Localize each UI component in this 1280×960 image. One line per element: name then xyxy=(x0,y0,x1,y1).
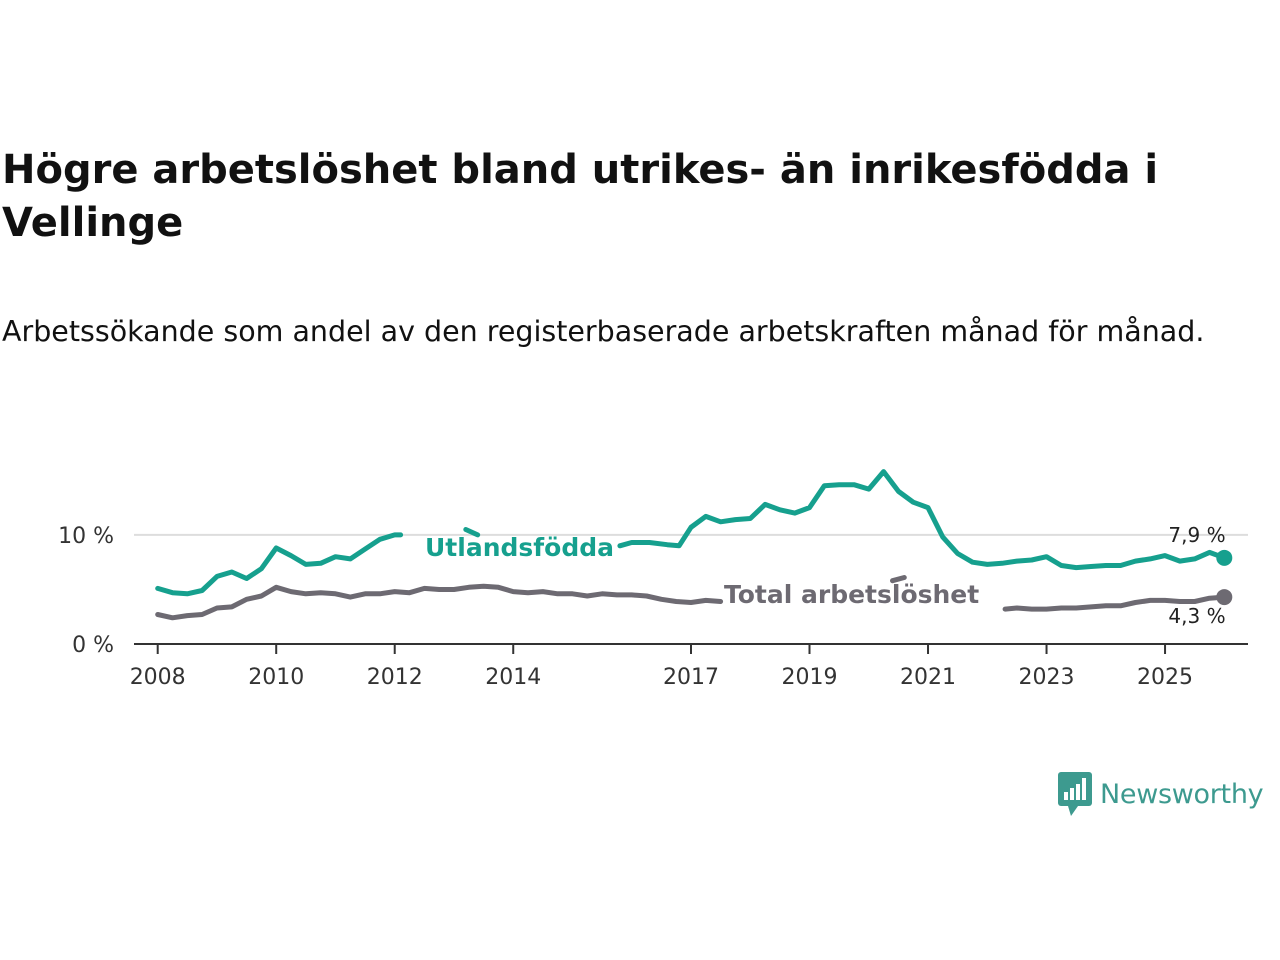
series-line-1-seg-2 xyxy=(1002,594,1227,612)
chart-subtitle: Arbetssökande som andel av den registerb… xyxy=(2,315,1205,348)
newsworthy-logo-icon xyxy=(1058,772,1092,816)
brand-name: Newsworthy xyxy=(1100,778,1264,810)
x-tick-label: 2012 xyxy=(367,665,423,690)
y-tick-label: 10 % xyxy=(58,524,114,549)
x-tick-label: 2021 xyxy=(900,665,956,690)
x-tick-label: 2014 xyxy=(485,665,541,690)
x-tick-label: 2010 xyxy=(248,665,304,690)
x-tick-label: 2017 xyxy=(663,665,719,690)
series-lines xyxy=(155,469,1233,621)
y-tick-label: 0 % xyxy=(72,633,114,658)
series-line-1-seg-0 xyxy=(155,583,724,621)
x-tick-label: 2008 xyxy=(130,665,186,690)
end-point-0 xyxy=(1216,549,1233,566)
end-label-total: 4,3 % xyxy=(1168,604,1225,628)
x-tick-label: 2023 xyxy=(1019,665,1075,690)
series-line-1-seg-1 xyxy=(890,575,907,584)
end-point-1 xyxy=(1216,589,1233,606)
series-line-0-seg-2 xyxy=(617,469,1227,571)
newsworthy-brand: Newsworthy xyxy=(1058,772,1264,816)
x-tick-label: 2025 xyxy=(1137,665,1193,690)
series-line-0-seg-0 xyxy=(155,532,404,597)
series-labels: Utlandsfödda Total arbetslöshet 7,9 % 4,… xyxy=(425,523,1226,628)
series-line-0-seg-1 xyxy=(463,527,481,538)
gridlines: 0 % 10 % xyxy=(58,524,1248,658)
x-axis: 2008 2010 2012 2014 2017 2019 2021 2023 2025 xyxy=(130,643,1248,690)
series-label-total: Total arbetslöshet xyxy=(724,580,979,609)
x-tick-label: 2019 xyxy=(782,665,838,690)
chart-title: Högre arbetslöshet bland utrikes- än inr… xyxy=(2,147,1159,246)
end-label-utlandsfodda: 7,9 % xyxy=(1168,523,1225,547)
series-label-utlandsfodda: Utlandsfödda xyxy=(425,533,614,562)
